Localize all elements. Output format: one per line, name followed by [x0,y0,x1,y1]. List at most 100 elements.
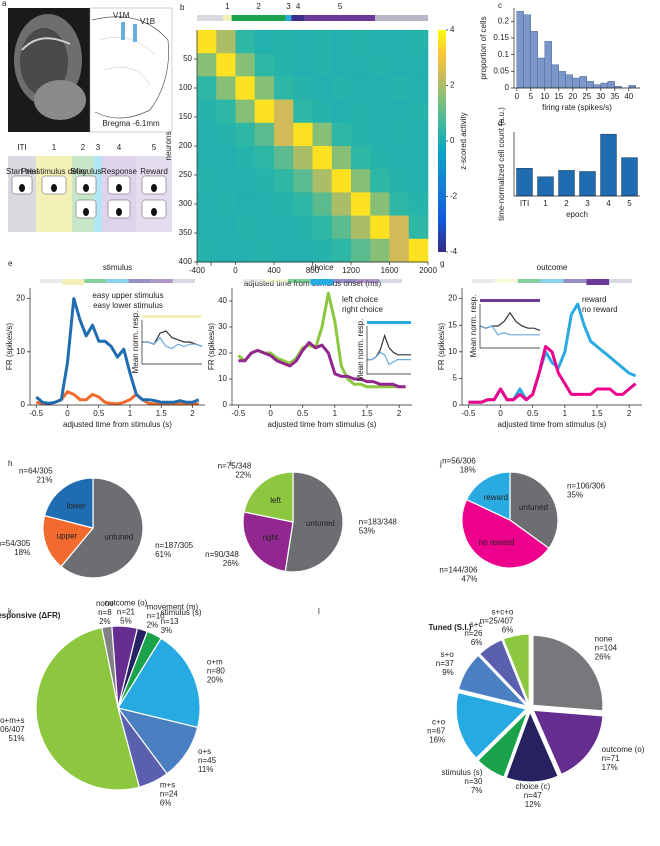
inset-line [479,311,541,331]
heatmap-cell [235,76,256,100]
x-tick-label: 1.5 [361,409,373,418]
heatmap-cell [216,238,236,263]
heatmap-cell [235,238,256,263]
heatmap-cell [351,146,371,170]
y-tick-label: 150 [179,112,193,121]
inset-axes [141,320,202,365]
x-axis-label: adjusted time from stimulus (s) [268,420,377,429]
heatmap-cell [293,76,313,100]
brain-label: V1B [140,17,155,26]
y-axis-label: FR (spikes/s) [207,323,216,370]
heatmap-cell [351,76,371,100]
heatmap-cell [312,76,333,100]
hist-bar [579,76,587,89]
x-tick-label: 4 [606,199,611,208]
x-tick-label: 5 [529,92,534,101]
epoch-bar [291,15,305,21]
epoch-bar [84,279,107,283]
x-tick-label: 1200 [342,266,360,275]
x-tick-label: 25 [582,92,591,101]
hist-bar [593,84,601,89]
inset-line [479,325,540,336]
heatmap-cell [254,146,275,170]
slice-annotation: stimulus (s) [442,768,483,777]
x-tick-label: 0 [515,92,520,101]
epoch-bar [375,15,428,21]
heatmap-cell [331,238,352,263]
heatmap-cell [235,169,256,193]
heatmap-cell [197,146,217,170]
slice-annotation: n=206/407 [0,725,25,734]
hist-bar [516,11,524,89]
slice-annotation: 17% [602,763,618,772]
y-axis-label: neurons [164,132,173,161]
heatmap-cell [197,122,217,147]
slice-annotation: n=54/305 [0,539,31,548]
heatmap-cell [331,146,352,170]
epoch-bar [264,279,288,283]
x-tick-label: 30 [596,92,605,101]
heatmap-cell [408,192,429,216]
heatmap-cell [408,238,429,263]
y-axis-label: FR (spikes/s) [5,323,14,370]
legend-label: reward [582,295,606,304]
slice-annotation: n=64/305 [19,466,53,475]
line-series [36,390,199,406]
pie-slice [478,638,529,706]
heatmap-cell [254,122,275,147]
slice-annotation: n=30 [464,777,483,786]
panel-letter: b [180,3,185,12]
slice-label: left [270,496,281,505]
y-tick-label: 0 [223,400,228,409]
panel-letter: f [210,259,213,268]
inset-line [142,336,203,350]
heatmap-cell [408,146,429,170]
inset-epoch-bar [142,315,202,318]
heatmap-cell [351,53,371,77]
brain-label: Bregma -6.1mm [102,119,160,128]
heatmap-cell [331,192,352,216]
hist-bar [607,81,615,89]
trial-schematic [8,156,172,232]
chart-title: outcome [537,263,568,272]
heatmap-cell [370,169,390,193]
pie-slice [284,471,344,573]
pie-slice [505,710,559,783]
y-tick-label: 0.1 [498,50,510,59]
colorbar-tick-label: 2 [450,81,455,90]
epoch-bar [231,15,286,21]
slice-annotation: 6% [160,798,172,807]
heatmap-cell [274,146,294,170]
x-tick-label: 20 [568,92,577,101]
slice-annotation: 6% [471,638,483,647]
y-tick-label: 400 [179,257,193,266]
slice-annotation: n=37 [436,659,455,668]
line-series [238,341,406,389]
y-tick-label: 10 [218,374,227,383]
heatmap-cell [274,169,294,193]
heatmap-cell [235,146,256,170]
heatmap-cell [197,76,217,100]
x-tick-label: 0 [233,266,238,275]
step-label: Response [101,167,138,176]
heatmap-cell [254,53,275,77]
heatmap-cell [351,238,371,263]
x-tick-label: 5 [627,199,632,208]
slice-annotation: n=13 [161,617,180,626]
x-tick-label: -400 [189,266,206,275]
y-axis-label: Mean norm. resp. [356,319,365,382]
x-tick-label: 0 [268,409,273,418]
panel-letter: c [498,1,502,10]
epoch-label: 2 [81,143,86,152]
y-axis-label: Mean norm. resp. [131,311,140,374]
x-axis-label: firing rate (spikes/s) [542,103,612,112]
epoch-bar [563,279,587,283]
heatmap-cell [408,30,429,54]
heatmap-cell [370,238,390,263]
y-tick-label: 10 [16,347,25,356]
x-tick-label: 1600 [381,266,399,275]
heatmap-cell [389,238,410,263]
slice-annotation: 7% [471,786,483,795]
slice-annotation: m+s [160,780,175,789]
